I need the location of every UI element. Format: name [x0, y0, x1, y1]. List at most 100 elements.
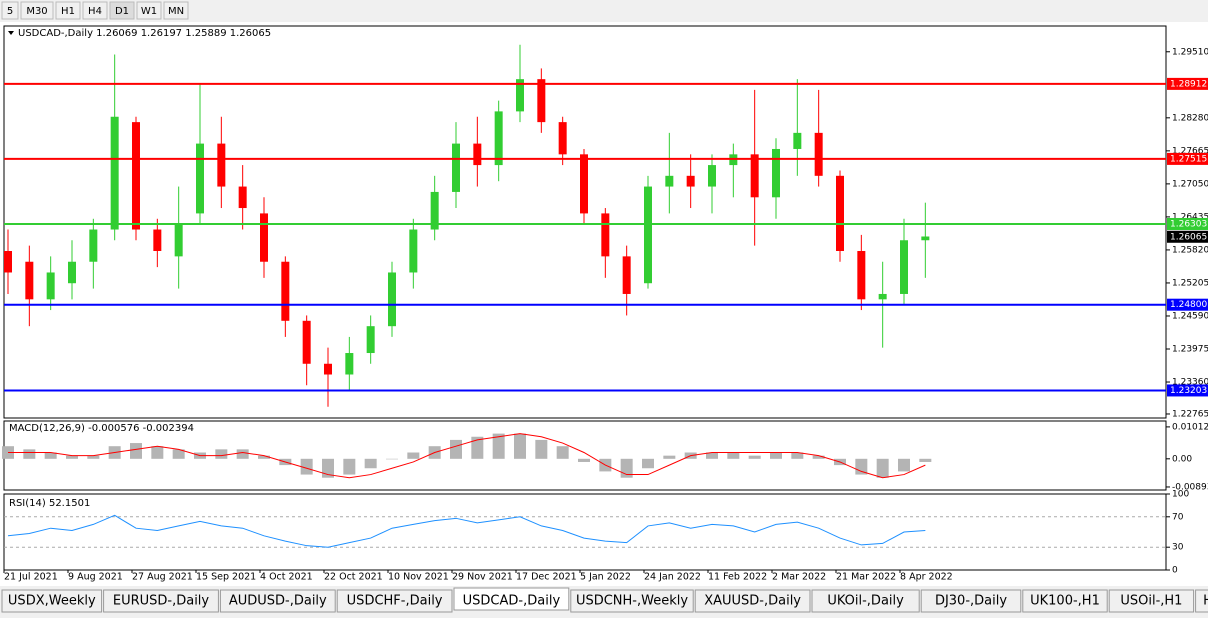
tab[interactable] [336, 589, 453, 613]
timeframe-label[interactable]: D1 [115, 6, 129, 17]
tab[interactable] [811, 589, 920, 613]
tab-label[interactable]: USDCNH-,Weekly [576, 594, 688, 609]
x-tick-label: 2 Mar 2022 [772, 572, 826, 583]
macd-bar [727, 452, 740, 459]
level-tag [1167, 384, 1208, 397]
signal-line [8, 433, 926, 479]
macd-bar [642, 458, 654, 469]
candle-body [260, 213, 268, 262]
candle-body [665, 175, 674, 187]
level-tag [1167, 217, 1208, 230]
rsi-line [7, 514, 926, 548]
y-tick-label: 1.25820 [1172, 245, 1208, 255]
candle-body [281, 261, 290, 321]
macd-bar [706, 452, 718, 459]
rsi-panel [3, 493, 1167, 571]
tab-label[interactable]: EURUSD-,Daily [113, 594, 210, 609]
x-tick-label: 29 Nov 2021 [452, 572, 513, 583]
candle-body [132, 122, 140, 230]
candle-body [622, 256, 631, 294]
candle-body [814, 132, 823, 176]
candle-body [68, 261, 76, 284]
level-tag [1167, 77, 1208, 90]
timeframe-label[interactable]: W1 [141, 6, 157, 17]
timeframe-button[interactable] [163, 1, 189, 20]
x-tick-label: 9 Aug 2021 [68, 572, 123, 583]
tab[interactable] [694, 589, 811, 613]
tab-label[interactable]: AUDUSD-,Daily [229, 594, 327, 609]
timeframe-label[interactable]: M30 [26, 6, 47, 17]
x-tick-label: 15 Sep 2021 [196, 572, 256, 583]
y-tick-label: 1.24590 [1172, 311, 1208, 321]
candle-body [494, 111, 503, 166]
timeframe-label[interactable]: MN [168, 6, 184, 17]
candle-body [430, 191, 439, 230]
timeframe-label[interactable]: H4 [88, 6, 102, 17]
candle-body [4, 250, 12, 273]
candle-body [644, 186, 652, 284]
x-tick-label: 24 Jan 2022 [644, 572, 701, 583]
macd-bar [87, 455, 100, 459]
macd-bar [770, 452, 782, 459]
tab[interactable] [920, 589, 1022, 613]
x-tick-label: 10 Nov 2021 [388, 572, 449, 583]
timeframe-label[interactable]: 5 [7, 6, 13, 17]
tab[interactable] [453, 587, 570, 611]
tab-label[interactable]: USDX,Weekly [8, 594, 96, 609]
level-label: 1.28912 [1170, 79, 1207, 89]
candle-body [238, 186, 247, 209]
x-tick-label: 5 Jan 2022 [580, 572, 631, 583]
tab-label[interactable]: USOil-,H1 [1120, 594, 1182, 609]
tab[interactable] [1195, 589, 1208, 613]
tab[interactable] [103, 589, 219, 613]
macd-bar [130, 443, 142, 459]
tab-label[interactable]: UKOil-,Daily [827, 594, 904, 609]
candle-body [900, 240, 908, 294]
macd-bar [172, 449, 185, 459]
tab-label[interactable]: DJ30-,Daily [935, 594, 1007, 609]
main-panel [3, 25, 1167, 419]
timeframe-button[interactable] [55, 1, 81, 20]
timeframe-button[interactable] [82, 1, 108, 20]
timeframe-button[interactable] [136, 1, 162, 20]
macd-bar [578, 458, 590, 462]
timeframe-button[interactable] [1, 1, 19, 20]
macd-bar [471, 436, 484, 459]
tab[interactable] [1108, 589, 1195, 613]
timeframe-button[interactable] [20, 1, 54, 20]
tab[interactable] [1, 589, 103, 613]
y-tick-label: 70 [1172, 512, 1184, 522]
tab[interactable] [570, 589, 694, 613]
macd-bar [812, 455, 825, 459]
macd-bar [386, 458, 398, 460]
candle-body [857, 250, 866, 300]
macd-bar [407, 452, 420, 459]
candle-body [196, 143, 204, 214]
x-tick-label: 4 Oct 2021 [260, 572, 313, 583]
tab-label[interactable]: HK50-,H1 [1203, 594, 1208, 609]
tab-label[interactable]: XAUUSD-,Daily [704, 594, 801, 609]
tab[interactable] [1022, 589, 1108, 613]
macd-bar [215, 449, 228, 459]
x-tick-label: 17 Dec 2021 [516, 572, 577, 583]
macd-bar [450, 439, 462, 459]
candle-body [174, 224, 183, 257]
candle-body [878, 293, 887, 300]
tab-label[interactable]: UK100-,H1 [1030, 594, 1100, 609]
candle-body [708, 165, 716, 187]
tab-label[interactable]: USDCAD-,Daily [463, 594, 561, 609]
candle-body [217, 143, 226, 187]
macd-bar [535, 439, 548, 459]
candle-body [46, 272, 55, 300]
timeframe-label[interactable]: H1 [61, 6, 75, 17]
x-tick-label: 21 Mar 2022 [836, 572, 896, 583]
rsi-title: RSI(14) 52.1501 [9, 498, 90, 509]
macd-bar [556, 446, 569, 459]
macd-bar [898, 458, 910, 472]
toolbar [0, 0, 1208, 22]
tab-label[interactable]: USDCHF-,Daily [347, 594, 443, 609]
candle-body [452, 143, 460, 192]
tab[interactable] [219, 589, 336, 613]
level-label: 1.26303 [1170, 219, 1207, 229]
timeframe-button[interactable] [109, 1, 135, 20]
